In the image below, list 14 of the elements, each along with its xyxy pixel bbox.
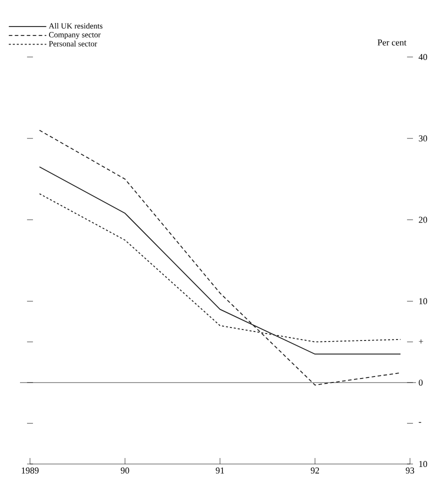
y-axis-title: Per cent [378, 40, 406, 46]
y-tick-label: 30 [418, 135, 428, 142]
x-tick-label: 91 [216, 468, 224, 474]
x-tick-label: 92 [310, 468, 319, 474]
x-tick-label: 93 [406, 468, 414, 474]
y-tick-label: 20 [418, 216, 428, 223]
x-tick-label: 90 [120, 468, 130, 474]
y-tick-label: 40 [418, 54, 428, 60]
y-tick-label: + [418, 339, 424, 344]
x-tick-label: 1989 [22, 468, 39, 474]
y-tick-label: 10 [419, 460, 428, 468]
y-tick-label: - [418, 422, 422, 423]
y-tick-label: 0 [418, 380, 423, 386]
y-tick-label: 10 [419, 298, 428, 304]
